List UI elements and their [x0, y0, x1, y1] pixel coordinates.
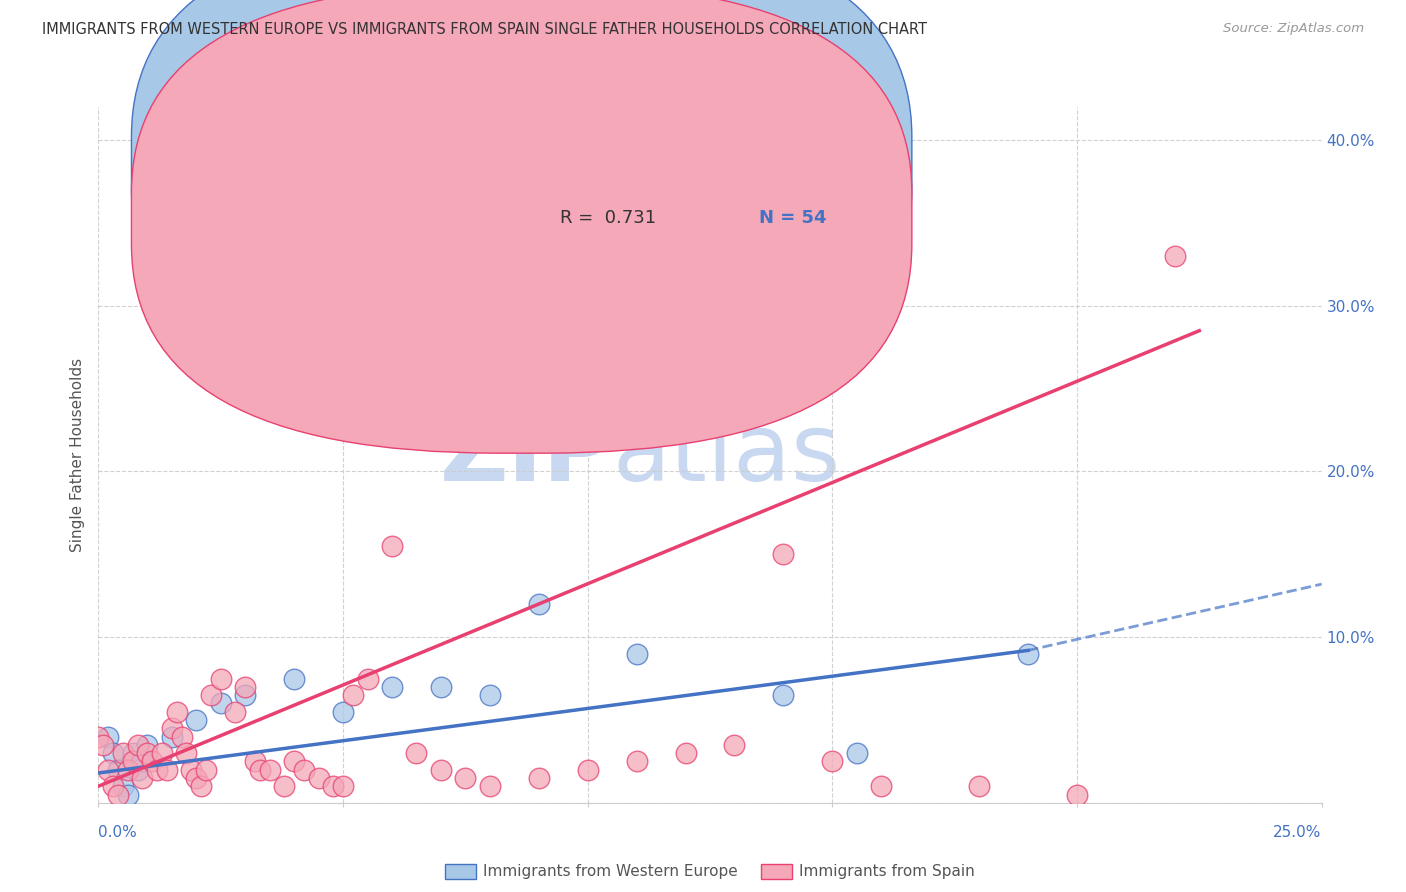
Point — [283, 672, 305, 686]
Point — [131, 771, 153, 785]
Point — [166, 705, 188, 719]
Point — [170, 730, 193, 744]
Point — [180, 763, 202, 777]
Text: R =  0.731: R = 0.731 — [560, 210, 655, 227]
Text: ZIP: ZIP — [439, 409, 612, 501]
Point — [259, 763, 281, 777]
Point — [146, 763, 169, 777]
Point — [101, 779, 124, 793]
Point — [405, 746, 427, 760]
Point — [821, 755, 844, 769]
Point — [454, 771, 477, 785]
Text: IMMIGRANTS FROM WESTERN EUROPE VS IMMIGRANTS FROM SPAIN SINGLE FATHER HOUSEHOLDS: IMMIGRANTS FROM WESTERN EUROPE VS IMMIGR… — [42, 22, 927, 37]
FancyBboxPatch shape — [131, 0, 912, 453]
Point — [723, 738, 745, 752]
Point — [127, 763, 149, 777]
Legend: Immigrants from Western Europe, Immigrants from Spain: Immigrants from Western Europe, Immigran… — [439, 857, 981, 886]
Point — [772, 547, 794, 561]
Point — [195, 763, 218, 777]
Point — [176, 746, 198, 760]
Point — [243, 755, 266, 769]
Point — [190, 779, 212, 793]
Point — [576, 763, 599, 777]
Point — [186, 771, 208, 785]
Point — [209, 697, 232, 711]
Y-axis label: Single Father Households: Single Father Households — [70, 358, 86, 552]
Point — [160, 730, 183, 744]
Point — [478, 779, 501, 793]
Point — [136, 738, 159, 752]
Point — [209, 672, 232, 686]
Point — [150, 746, 173, 760]
Point — [283, 755, 305, 769]
Point — [381, 680, 404, 694]
Point — [141, 755, 163, 769]
Point — [870, 779, 893, 793]
Point — [845, 746, 868, 760]
Point — [156, 763, 179, 777]
Point — [626, 647, 648, 661]
Point — [332, 779, 354, 793]
Point — [430, 680, 453, 694]
Text: N = 54: N = 54 — [759, 210, 827, 227]
Point — [107, 763, 129, 777]
Point — [527, 771, 550, 785]
Text: Source: ZipAtlas.com: Source: ZipAtlas.com — [1223, 22, 1364, 36]
Text: atlas: atlas — [612, 409, 841, 501]
Point — [967, 779, 990, 793]
Text: N = 23: N = 23 — [759, 153, 827, 171]
Point — [772, 688, 794, 702]
Point — [1164, 249, 1187, 263]
Point — [200, 688, 222, 702]
Point — [675, 746, 697, 760]
Point — [626, 755, 648, 769]
Point — [97, 730, 120, 744]
Point — [233, 680, 256, 694]
Point — [332, 705, 354, 719]
Point — [478, 688, 501, 702]
Point — [224, 705, 246, 719]
Point — [308, 771, 330, 785]
Point — [430, 763, 453, 777]
Point — [322, 779, 344, 793]
Text: R = 0.505: R = 0.505 — [560, 153, 650, 171]
Point — [1017, 647, 1039, 661]
Point — [121, 755, 143, 769]
Text: 0.0%: 0.0% — [98, 825, 138, 840]
Point — [117, 788, 139, 802]
Point — [381, 539, 404, 553]
Point — [1066, 788, 1088, 802]
Point — [160, 721, 183, 735]
Point — [87, 730, 110, 744]
Point — [249, 763, 271, 777]
Point — [121, 746, 143, 760]
Point — [111, 779, 134, 793]
Point — [131, 755, 153, 769]
Point — [356, 672, 378, 686]
Point — [97, 763, 120, 777]
Point — [273, 779, 295, 793]
Point — [136, 746, 159, 760]
Point — [111, 746, 134, 760]
Point — [527, 597, 550, 611]
Point — [342, 688, 364, 702]
Point — [107, 788, 129, 802]
Point — [292, 763, 315, 777]
Point — [117, 763, 139, 777]
FancyBboxPatch shape — [484, 125, 875, 250]
Point — [127, 738, 149, 752]
Text: 25.0%: 25.0% — [1274, 825, 1322, 840]
Point — [186, 713, 208, 727]
FancyBboxPatch shape — [131, 0, 912, 398]
Point — [233, 688, 256, 702]
Point — [91, 738, 114, 752]
Point — [101, 746, 124, 760]
